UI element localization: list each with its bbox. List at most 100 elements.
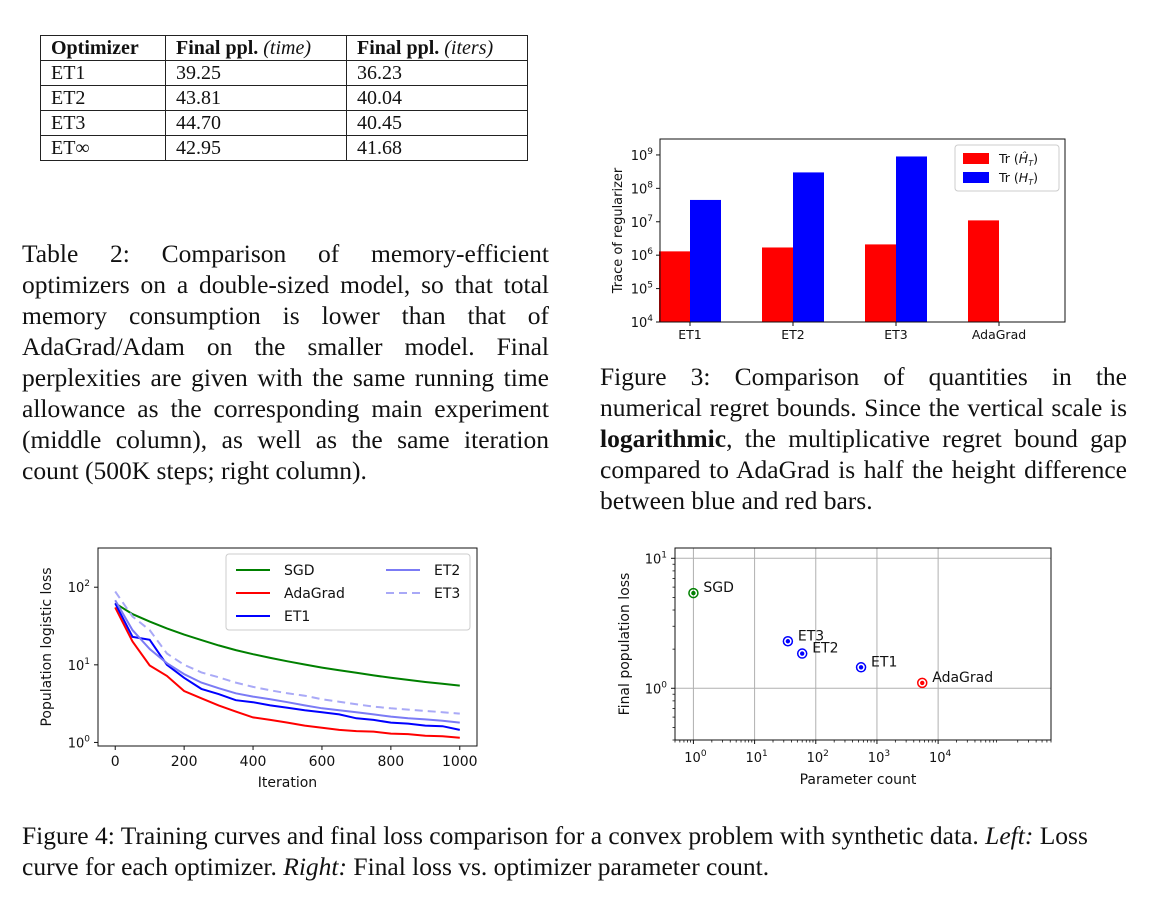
y-axis-label: Trace of regularizer [611, 167, 626, 294]
y-tick-label: 100 [645, 680, 668, 697]
table-row: ET3 44.70 40.45 [40, 110, 528, 136]
x-axis-label: Iteration [258, 775, 317, 791]
table-2-caption-text: Table 2: Comparison of memory-efficient … [22, 239, 549, 485]
plot-frame [674, 547, 1052, 741]
y-tick-label: 105 [631, 281, 653, 298]
point-et3-ring [782, 636, 794, 647]
header-final-ppl-iters: Final ppl. (iters) [346, 35, 528, 61]
table-cell: 40.45 [346, 110, 528, 136]
x-tick-label: ET3 [884, 327, 908, 342]
legend-swatch [963, 153, 989, 164]
plot-frame [659, 138, 1066, 323]
x-tick-label: ET2 [781, 327, 805, 342]
y-tick-label: 104 [631, 314, 654, 331]
point-label: ET3 [798, 628, 824, 644]
x-tick-label: 800 [377, 754, 404, 770]
point-et3 [785, 639, 791, 644]
y-tick-label: 101 [68, 657, 90, 674]
figure-3-bar-chart: ET1 ET2 ET3 AdaGrad 104 105 106 107 108 109 Trace … [611, 138, 1066, 342]
series-line-et2 [114, 599, 460, 724]
legend-label: AdaGrad [284, 586, 345, 602]
x-tick-label: 1000 [442, 754, 478, 770]
bar-adagrad-series-0 [968, 220, 999, 322]
x-tick-label: 100 [684, 749, 707, 766]
series-line-et3 [114, 590, 460, 715]
table-cell: 43.81 [165, 85, 347, 111]
x-tick-label: ET1 [678, 327, 702, 342]
y-axis-label: Final population loss [617, 573, 633, 716]
table-2-caption: Table 2: Comparison of memory-efficient … [22, 238, 549, 486]
table-2: Optimizer Final ppl. (time) Final ppl. (… [40, 35, 528, 161]
point-label: ET2 [812, 641, 838, 657]
figure-4-loss-curves: 0 200 400 600 800 1000 100 101 102 Iteration Popul… [39, 547, 478, 791]
legend-label: ET2 [434, 563, 460, 579]
legend-label: Tr (HT) [998, 170, 1038, 187]
table-cell: ET3 [40, 110, 166, 136]
figure-3-caption-bold: logarithmic [600, 424, 727, 453]
series-line-sgd [114, 602, 460, 687]
x-tick-label: 0 [111, 754, 120, 770]
y-tick-label: 108 [631, 180, 654, 197]
x-tick-label: 101 [745, 749, 767, 766]
y-tick-label: 101 [645, 550, 667, 567]
point-et2-ring [796, 648, 808, 659]
table-row: ET∞ 42.95 41.68 [40, 135, 528, 161]
legend-label: ET3 [434, 586, 460, 602]
series-line-et1 [114, 602, 461, 731]
point-adagrad-ring [916, 677, 928, 689]
header-final-ppl-time: Final ppl. (time) [165, 35, 347, 61]
table-cell: 40.04 [346, 85, 528, 111]
point-label: ET1 [871, 654, 897, 670]
right-label: Right: [283, 852, 348, 881]
legend-swatch [963, 172, 989, 183]
y-tick-label: 107 [631, 214, 653, 231]
bar-et3-series-1 [896, 156, 927, 322]
y-tick-label: 102 [68, 579, 90, 596]
table-cell: ET∞ [40, 135, 166, 161]
point-label: SGD [703, 580, 734, 596]
y-tick-label: 109 [631, 147, 654, 164]
figure-3-caption: Figure 3: Comparison of quantities in th… [600, 361, 1127, 516]
bar-et3-series-0 [865, 244, 896, 322]
x-tick-label: 600 [309, 754, 336, 770]
left-label: Left: [985, 821, 1034, 850]
x-tick-label: AdaGrad [972, 327, 1026, 342]
legend-label: SGD [284, 563, 315, 579]
legend-label: Tr (ĤT) [998, 151, 1038, 168]
figure-4-caption: Figure 4: Training curves and final loss… [22, 821, 1088, 881]
point-sgd-ring [688, 587, 699, 599]
point-label: AdaGrad [932, 670, 993, 686]
x-tick-label: 104 [929, 749, 952, 766]
bar-et2-series-1 [793, 172, 824, 322]
y-axis-label: Population logistic loss [39, 567, 55, 726]
bar-et1-series-0 [659, 251, 690, 322]
x-tick-label: 400 [240, 754, 267, 770]
bar-et1-series-1 [690, 199, 721, 322]
y-tick-label: 100 [68, 734, 91, 751]
table-header-row: Optimizer Final ppl. (time) Final ppl. (… [40, 35, 528, 61]
table-cell: 41.68 [346, 135, 528, 161]
x-tick-label: 103 [868, 749, 890, 766]
point-et1-ring [855, 662, 867, 673]
legend-label: ET1 [284, 609, 310, 625]
bar-et2-series-0 [762, 247, 793, 322]
x-tick-label: 102 [807, 749, 829, 766]
point-adagrad [920, 680, 925, 686]
legend-box [225, 553, 471, 631]
point-et1 [858, 665, 864, 670]
x-axis-label: Parameter count [800, 772, 917, 788]
table-cell: 39.25 [165, 60, 347, 86]
table-cell: ET2 [40, 85, 166, 111]
figure-3-caption-text: Figure 3: Comparison of quantities in th… [600, 362, 1127, 515]
table-cell: 44.70 [165, 110, 347, 136]
table-cell: 42.95 [165, 135, 347, 161]
plot-frame [97, 547, 478, 747]
table-row: ET2 43.81 40.04 [40, 85, 528, 111]
point-et2 [799, 651, 805, 656]
table-cell: 36.23 [346, 60, 528, 86]
y-tick-label: 106 [631, 247, 654, 264]
point-sgd [691, 590, 696, 596]
series-line-adagrad [114, 606, 460, 739]
table-cell: ET1 [40, 60, 166, 86]
